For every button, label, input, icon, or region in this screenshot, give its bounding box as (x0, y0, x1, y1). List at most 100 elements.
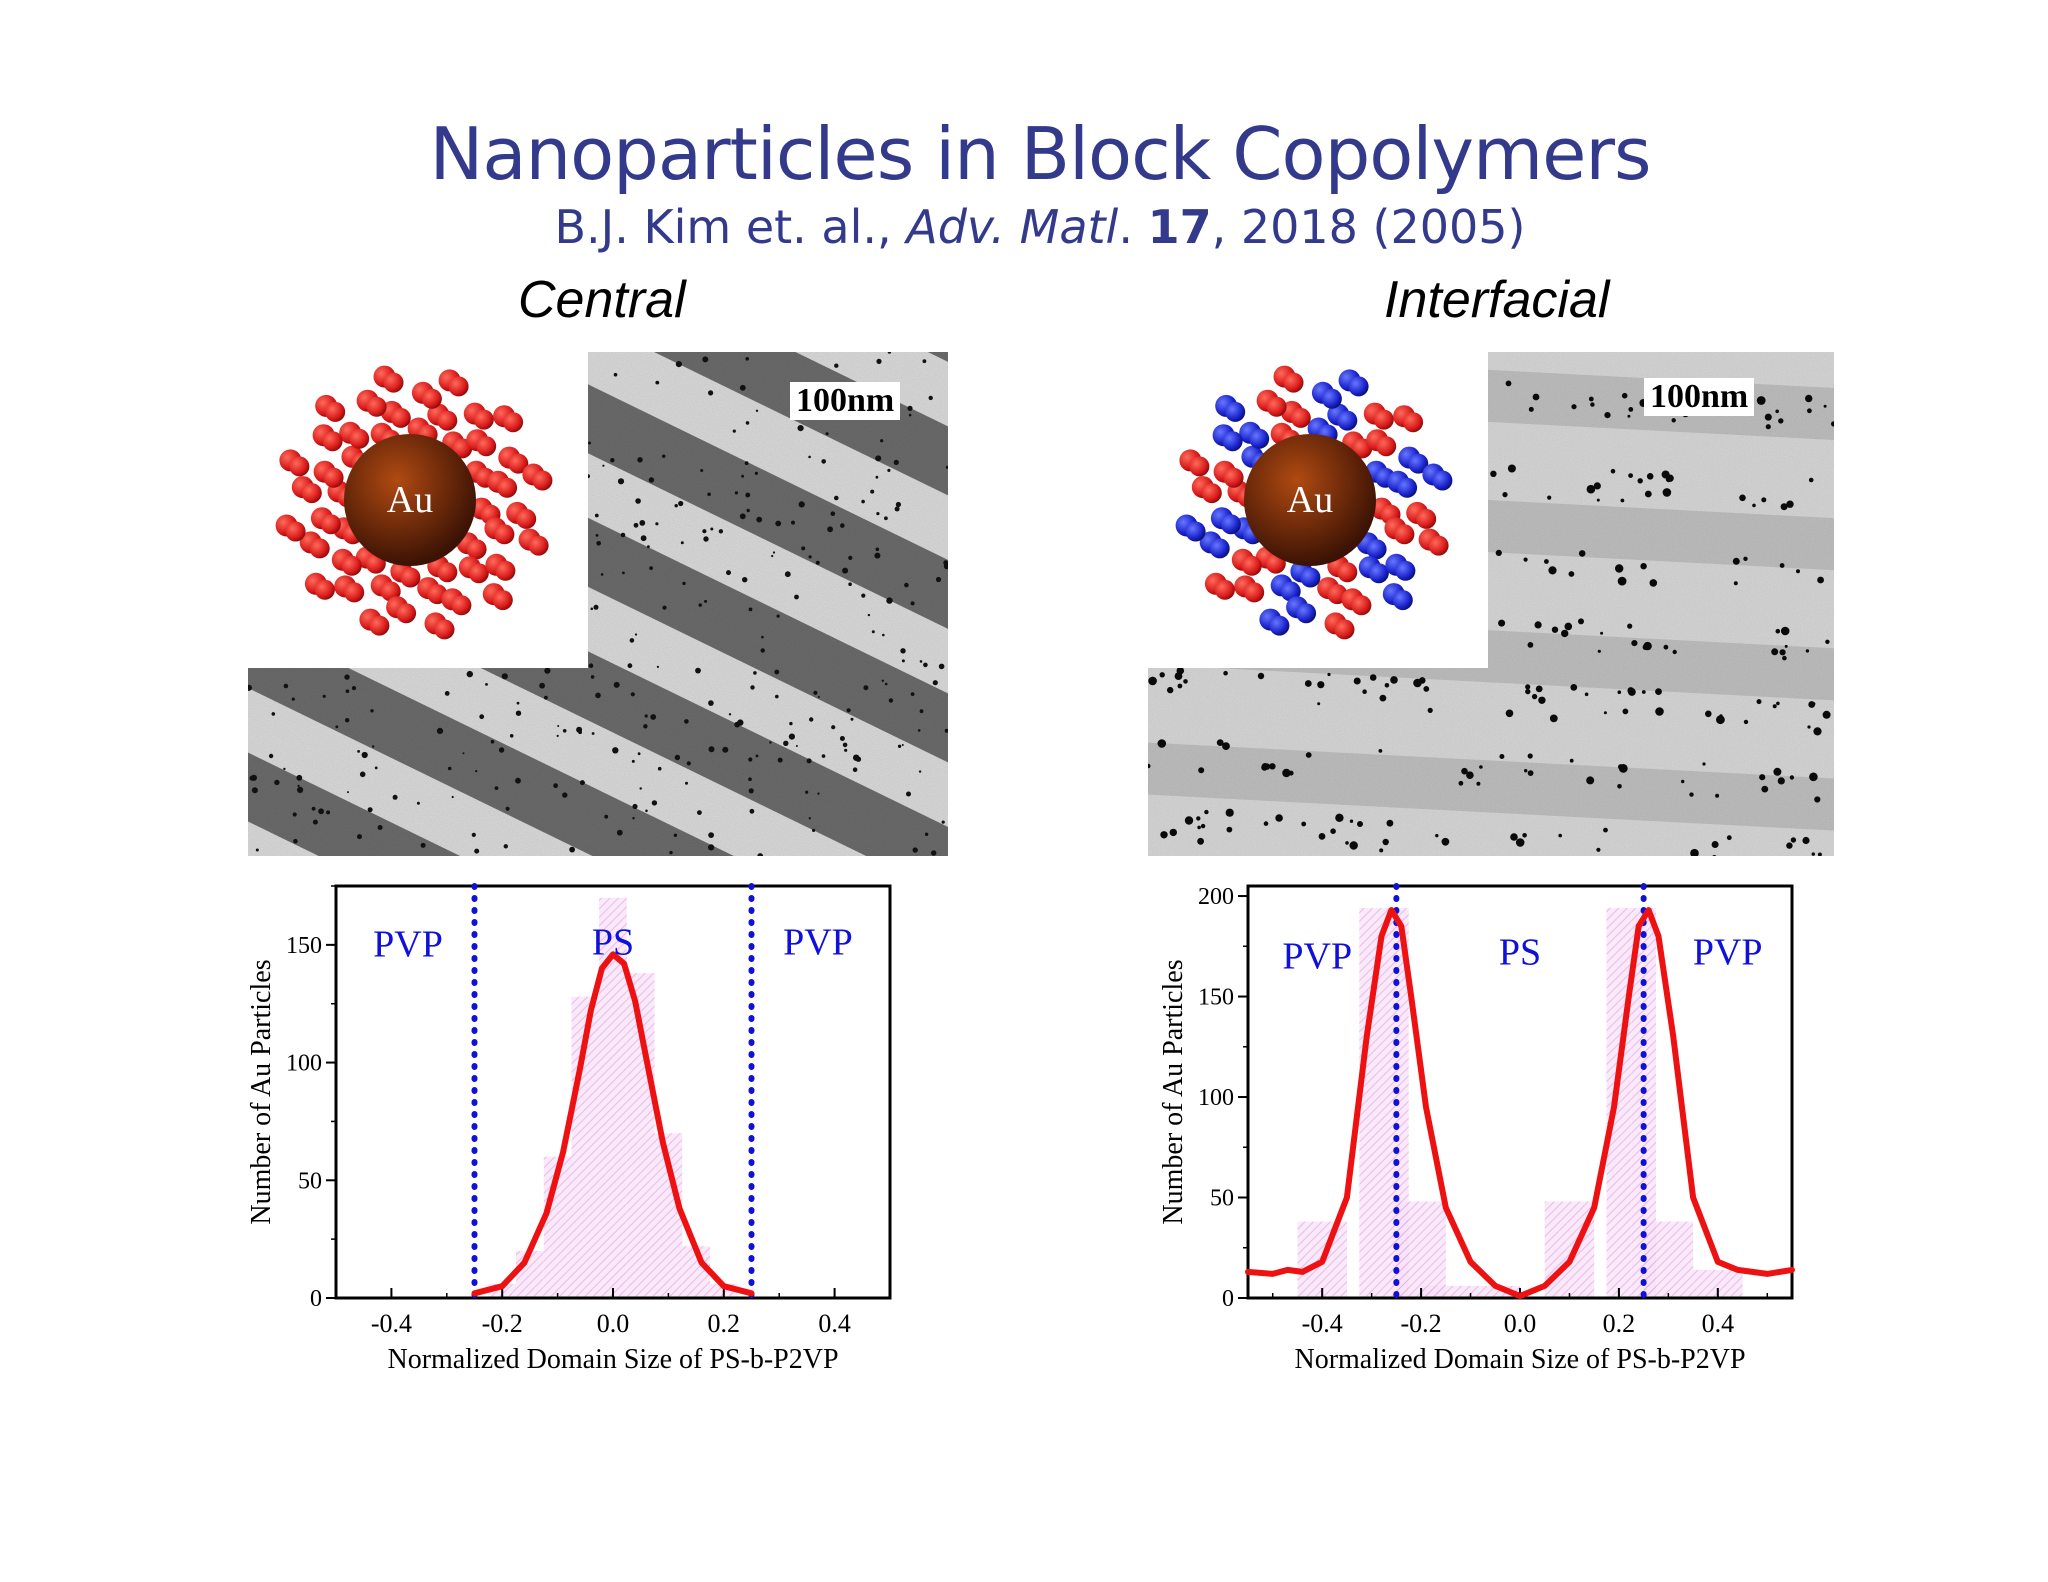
nanoparticle-dot (649, 566, 653, 570)
nanoparticle-dot (1169, 828, 1177, 837)
nanoparticle-dot (1786, 500, 1794, 508)
nanoparticle-dot (850, 717, 854, 721)
nanoparticle-dot (893, 459, 899, 465)
nanoparticle-dot (808, 817, 811, 820)
citation-volume: 17 (1147, 200, 1212, 254)
nanoparticle-dot (750, 685, 755, 690)
nanoparticle-dot (1808, 477, 1814, 483)
nanoparticle-dot (1184, 816, 1194, 825)
ps-ligand (1317, 555, 1372, 640)
region-label: PVP (1282, 935, 1352, 977)
nanoparticle-dot (1561, 629, 1569, 638)
nanoparticle-dot (1502, 492, 1508, 498)
nanoparticle-dot (874, 552, 881, 559)
nanoparticle-dot (591, 732, 595, 735)
nanoparticle-dot (1476, 781, 1481, 786)
nanoparticle-dot (734, 491, 738, 495)
nanoparticle-dot (922, 359, 927, 364)
nanoparticle-dot (283, 767, 286, 771)
nanoparticle-dot (1761, 497, 1767, 503)
x-tick-label: 0.2 (708, 1309, 741, 1338)
nanoparticle-dot (704, 599, 708, 603)
nanoparticle-dot (876, 358, 882, 364)
y-tick-label: 0 (310, 1286, 322, 1312)
nanoparticle-dot (795, 745, 798, 747)
nanoparticle-dot (1349, 841, 1358, 850)
nanoparticle-dot (812, 828, 816, 832)
y-tick-label: 100 (286, 1051, 322, 1077)
nanoparticle-dot (1780, 503, 1788, 511)
nanoparticle-dot (944, 728, 948, 733)
core-label: Au (387, 479, 433, 521)
nanoparticle-dot (1593, 482, 1601, 490)
nanoparticle-dot (1327, 672, 1331, 677)
nanoparticle-dot (451, 795, 454, 799)
ps-ligand (465, 446, 553, 498)
nanoparticle-dot (1733, 581, 1738, 586)
nanoparticle-dot (505, 806, 510, 811)
nanoparticle-dot (745, 357, 749, 361)
nanoparticle-dot (1596, 847, 1601, 852)
x-tick-label: 0.0 (597, 1309, 630, 1338)
nanoparticle-dot (1761, 785, 1769, 793)
scale-bar-label-central: 100nm (790, 382, 901, 420)
x-tick-label: -0.4 (371, 1309, 412, 1338)
nanoparticle-dot (1586, 776, 1595, 785)
nanoparticle-dot (848, 582, 852, 586)
nanoparticle-dot (1523, 557, 1528, 562)
nanoparticle-dot (852, 767, 858, 772)
nanoparticle-dot (1330, 828, 1336, 834)
nanoparticle-dot (539, 682, 545, 689)
nanoparticle-dot (708, 390, 714, 396)
nanoparticle-dot (1640, 563, 1647, 570)
nanoparticle-dot (1479, 765, 1483, 769)
nanoparticle-dot (515, 710, 522, 716)
nanoparticle-dot (562, 729, 567, 733)
nanoparticle-dot (1756, 699, 1762, 705)
nanoparticle-dot (1357, 821, 1363, 827)
nanoparticle-dot (1773, 767, 1782, 776)
nanoparticle-dot (637, 457, 643, 463)
nanoparticle-dot (1817, 852, 1822, 856)
nanoparticle-dot (943, 560, 948, 566)
nanoparticle-dot (662, 454, 666, 458)
nanoparticle-dot (732, 429, 736, 433)
nanoparticle-dot (1196, 816, 1201, 821)
nanoparticle-dot (1528, 406, 1534, 412)
nanoparticle-dot (640, 535, 647, 542)
nanoparticle-dot (908, 413, 912, 417)
nanoparticle-dot (757, 853, 763, 856)
nanoparticle-dot (655, 522, 659, 526)
nanoparticle-dot (1588, 396, 1594, 402)
nanoparticle-dot (798, 501, 805, 508)
nanoparticle-dot (1345, 841, 1349, 845)
nanoparticle-dot (466, 670, 473, 678)
chart-interfacial-distribution: -0.4 -0.2 0.0 0.2 0.4 0 50 100 150 200 PVP PS PVP Nor… (1158, 883, 1795, 1375)
nanoparticle-dot (1547, 495, 1552, 500)
nanoparticle-dot (471, 832, 476, 837)
nanoparticle-dot (907, 405, 913, 411)
nanoparticle-dot (685, 781, 688, 785)
nanoparticle-dot (853, 754, 860, 761)
nanoparticle-dot (1627, 414, 1631, 418)
nanoparticle-dot (576, 726, 583, 733)
nanoparticle-dot (1641, 690, 1646, 694)
nanoparticle-dot (1590, 402, 1595, 407)
nanoparticle-dot (1148, 676, 1157, 686)
nanoparticle-dot (1176, 666, 1185, 675)
nanoparticle-dot (771, 554, 774, 558)
y-tick-label: 100 (1198, 1085, 1234, 1111)
nanoparticle-dot (1644, 490, 1652, 498)
nanoparticle-dot (1510, 833, 1518, 841)
nanoparticle-dot (839, 736, 845, 741)
x-tick-label: 0.4 (818, 1309, 851, 1338)
nanoparticle-dot (645, 809, 648, 813)
nanoparticle-dot (1183, 679, 1188, 684)
nanoparticle-dot (268, 753, 274, 759)
nanoparticle-dot (1809, 772, 1818, 782)
nanoparticle-dot (651, 800, 658, 806)
nanoparticle-dot (806, 758, 812, 764)
nanoparticle-dot (372, 745, 375, 748)
nanoparticle-dot (357, 750, 360, 753)
nanoparticle-dot (867, 613, 871, 617)
